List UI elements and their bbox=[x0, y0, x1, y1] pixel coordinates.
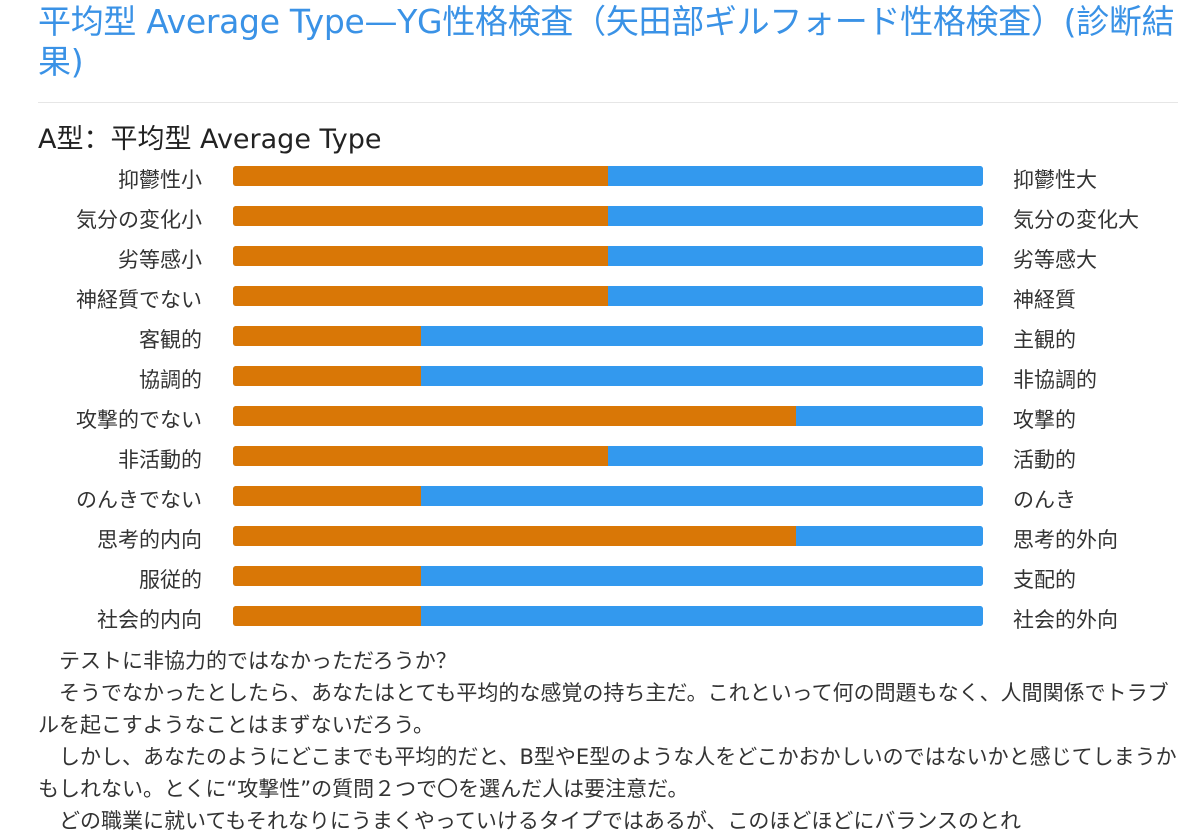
trait-label-low: 抑鬱性小 bbox=[118, 168, 202, 192]
trait-bar bbox=[233, 366, 983, 386]
trait-row: 抑鬱性小 抑鬱性大 bbox=[0, 160, 1197, 200]
article-paragraph: テストに非協力的ではなかっただろうか？ bbox=[59, 649, 457, 673]
trait-bar-low-segment bbox=[233, 206, 608, 226]
trait-label-high: 攻撃的 bbox=[1013, 408, 1076, 432]
trait-bar bbox=[233, 326, 983, 346]
trait-bar bbox=[233, 406, 983, 426]
trait-bar-high-segment bbox=[608, 166, 983, 186]
trait-bar-low-segment bbox=[233, 526, 796, 546]
trait-bar-low-segment bbox=[233, 486, 421, 506]
article-paragraph: そうでなかったとしたら、あなたはとても平均的な感覚の持ち主だ。これといって何の問… bbox=[38, 681, 1169, 737]
trait-label-high: 気分の変化大 bbox=[1013, 208, 1139, 232]
trait-label-high: 社会的外向 bbox=[1013, 608, 1118, 632]
trait-row: のんきでない のんき bbox=[0, 480, 1197, 520]
article-paragraph: どの職業に就いてもそれなりにうまくやっていけるタイプではあるが、このほどほどにバ… bbox=[59, 809, 1022, 833]
trait-label-low: 思考的内向 bbox=[97, 528, 202, 552]
trait-bar-high-segment bbox=[608, 286, 983, 306]
trait-label-high: 主観的 bbox=[1013, 328, 1076, 352]
trait-row: 神経質でない 神経質 bbox=[0, 280, 1197, 320]
trait-bar-high-segment bbox=[608, 206, 983, 226]
trait-label-high: 支配的 bbox=[1013, 568, 1076, 592]
trait-row: 思考的内向 思考的外向 bbox=[0, 520, 1197, 560]
trait-label-high: 思考的外向 bbox=[1013, 528, 1118, 552]
trait-bar bbox=[233, 606, 983, 626]
trait-bar-low-segment bbox=[233, 286, 608, 306]
trait-bar bbox=[233, 166, 983, 186]
trait-row: 社会的内向 社会的外向 bbox=[0, 600, 1197, 640]
trait-bar-high-segment bbox=[608, 446, 983, 466]
trait-bar bbox=[233, 246, 983, 266]
trait-bar-low-segment bbox=[233, 566, 421, 586]
trait-bar-high-segment bbox=[421, 326, 983, 346]
trait-label-low: 攻撃的でない bbox=[76, 408, 202, 432]
trait-bar-high-segment bbox=[796, 526, 983, 546]
trait-label-low: 客観的 bbox=[139, 328, 202, 352]
title-divider bbox=[38, 102, 1178, 103]
trait-bar bbox=[233, 486, 983, 506]
trait-bar-low-segment bbox=[233, 246, 608, 266]
trait-bar-high-segment bbox=[796, 406, 983, 426]
trait-bar-high-segment bbox=[608, 246, 983, 266]
trait-bar bbox=[233, 566, 983, 586]
trait-row: 劣等感小 劣等感大 bbox=[0, 240, 1197, 280]
trait-label-high: 非協調的 bbox=[1013, 368, 1097, 392]
trait-label-high: 活動的 bbox=[1013, 448, 1076, 472]
trait-row: 協調的 非協調的 bbox=[0, 360, 1197, 400]
trait-bar bbox=[233, 526, 983, 546]
trait-label-low: 気分の変化小 bbox=[76, 208, 202, 232]
trait-bar bbox=[233, 286, 983, 306]
trait-bar-high-segment bbox=[421, 566, 983, 586]
result-description: テストに非協力的ではなかっただろうか？ そうでなかったとしたら、あなたはとても平… bbox=[38, 645, 1178, 837]
trait-label-low: 非活動的 bbox=[118, 448, 202, 472]
trait-bar-low-segment bbox=[233, 326, 421, 346]
trait-label-low: 劣等感小 bbox=[118, 248, 202, 272]
trait-label-high: 劣等感大 bbox=[1013, 248, 1097, 272]
trait-label-low: 社会的内向 bbox=[97, 608, 202, 632]
trait-row: 攻撃的でない 攻撃的 bbox=[0, 400, 1197, 440]
trait-bar-high-segment bbox=[421, 606, 983, 626]
trait-bar-low-segment bbox=[233, 166, 608, 186]
trait-bar-high-segment bbox=[421, 366, 983, 386]
trait-bar bbox=[233, 206, 983, 226]
trait-bar bbox=[233, 446, 983, 466]
trait-label-low: のんきでない bbox=[76, 488, 202, 512]
trait-row: 客観的 主観的 bbox=[0, 320, 1197, 360]
page-title: 平均型 Average Type—YG性格検査（矢田部ギルフォード性格検査）(診… bbox=[38, 2, 1175, 81]
trait-bar-low-segment bbox=[233, 366, 421, 386]
trait-label-high: 抑鬱性大 bbox=[1013, 168, 1097, 192]
trait-bar-low-segment bbox=[233, 606, 421, 626]
trait-bar-low-segment bbox=[233, 406, 796, 426]
trait-label-high: 神経質 bbox=[1013, 288, 1076, 312]
trait-label-low: 服従的 bbox=[139, 568, 202, 592]
trait-label-low: 神経質でない bbox=[76, 288, 202, 312]
trait-bar-low-segment bbox=[233, 446, 608, 466]
section-heading: A型：平均型 Average Type bbox=[38, 124, 382, 155]
trait-label-low: 協調的 bbox=[139, 368, 202, 392]
article-paragraph: しかし、あなたのようにどこまでも平均的だと、B型やE型のような人をどこかおかしい… bbox=[38, 745, 1177, 801]
trait-bar-high-segment bbox=[421, 486, 983, 506]
trait-row: 気分の変化小 気分の変化大 bbox=[0, 200, 1197, 240]
trait-row: 服従的 支配的 bbox=[0, 560, 1197, 600]
trait-row: 非活動的 活動的 bbox=[0, 440, 1197, 480]
trait-label-high: のんき bbox=[1013, 488, 1076, 512]
